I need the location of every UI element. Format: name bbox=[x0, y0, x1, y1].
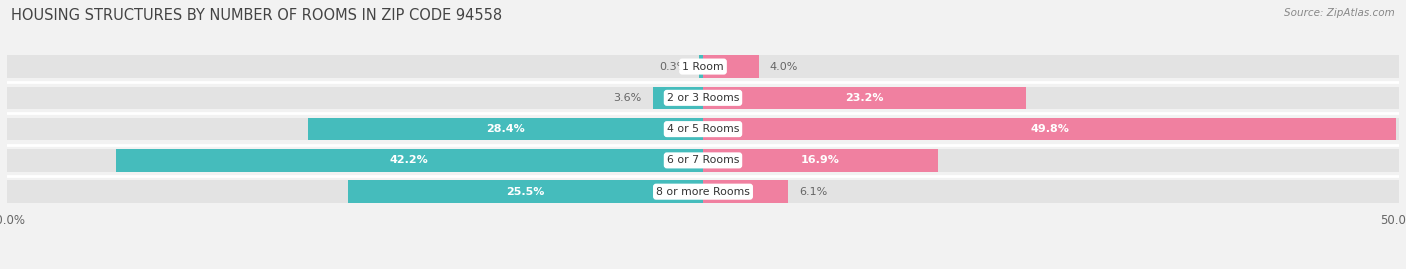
Bar bbox=[7, 87, 1399, 109]
Bar bbox=[699, 55, 703, 78]
Bar bbox=[7, 55, 1399, 78]
Text: 8 or more Rooms: 8 or more Rooms bbox=[657, 187, 749, 197]
Bar bbox=[703, 87, 1026, 109]
Text: 3.6%: 3.6% bbox=[613, 93, 641, 103]
Text: 49.8%: 49.8% bbox=[1031, 124, 1069, 134]
Bar bbox=[703, 55, 759, 78]
Text: 2 or 3 Rooms: 2 or 3 Rooms bbox=[666, 93, 740, 103]
Text: 0.3%: 0.3% bbox=[659, 62, 688, 72]
Bar bbox=[115, 149, 703, 172]
Text: 6 or 7 Rooms: 6 or 7 Rooms bbox=[666, 155, 740, 165]
Bar bbox=[703, 149, 938, 172]
Bar bbox=[349, 180, 703, 203]
Text: 4 or 5 Rooms: 4 or 5 Rooms bbox=[666, 124, 740, 134]
Bar bbox=[703, 118, 1396, 140]
Bar bbox=[652, 87, 703, 109]
Bar bbox=[308, 118, 703, 140]
Text: HOUSING STRUCTURES BY NUMBER OF ROOMS IN ZIP CODE 94558: HOUSING STRUCTURES BY NUMBER OF ROOMS IN… bbox=[11, 8, 502, 23]
Bar bbox=[703, 180, 787, 203]
Text: 23.2%: 23.2% bbox=[845, 93, 884, 103]
Text: 28.4%: 28.4% bbox=[486, 124, 524, 134]
Text: 42.2%: 42.2% bbox=[389, 155, 429, 165]
Text: 16.9%: 16.9% bbox=[801, 155, 839, 165]
Legend: Owner-occupied, Renter-occupied: Owner-occupied, Renter-occupied bbox=[579, 266, 827, 269]
Text: Source: ZipAtlas.com: Source: ZipAtlas.com bbox=[1284, 8, 1395, 18]
Bar bbox=[7, 149, 1399, 172]
Bar bbox=[7, 180, 1399, 203]
Text: 6.1%: 6.1% bbox=[799, 187, 827, 197]
Text: 4.0%: 4.0% bbox=[770, 62, 799, 72]
Text: 25.5%: 25.5% bbox=[506, 187, 544, 197]
Bar bbox=[7, 118, 1399, 140]
Text: 1 Room: 1 Room bbox=[682, 62, 724, 72]
